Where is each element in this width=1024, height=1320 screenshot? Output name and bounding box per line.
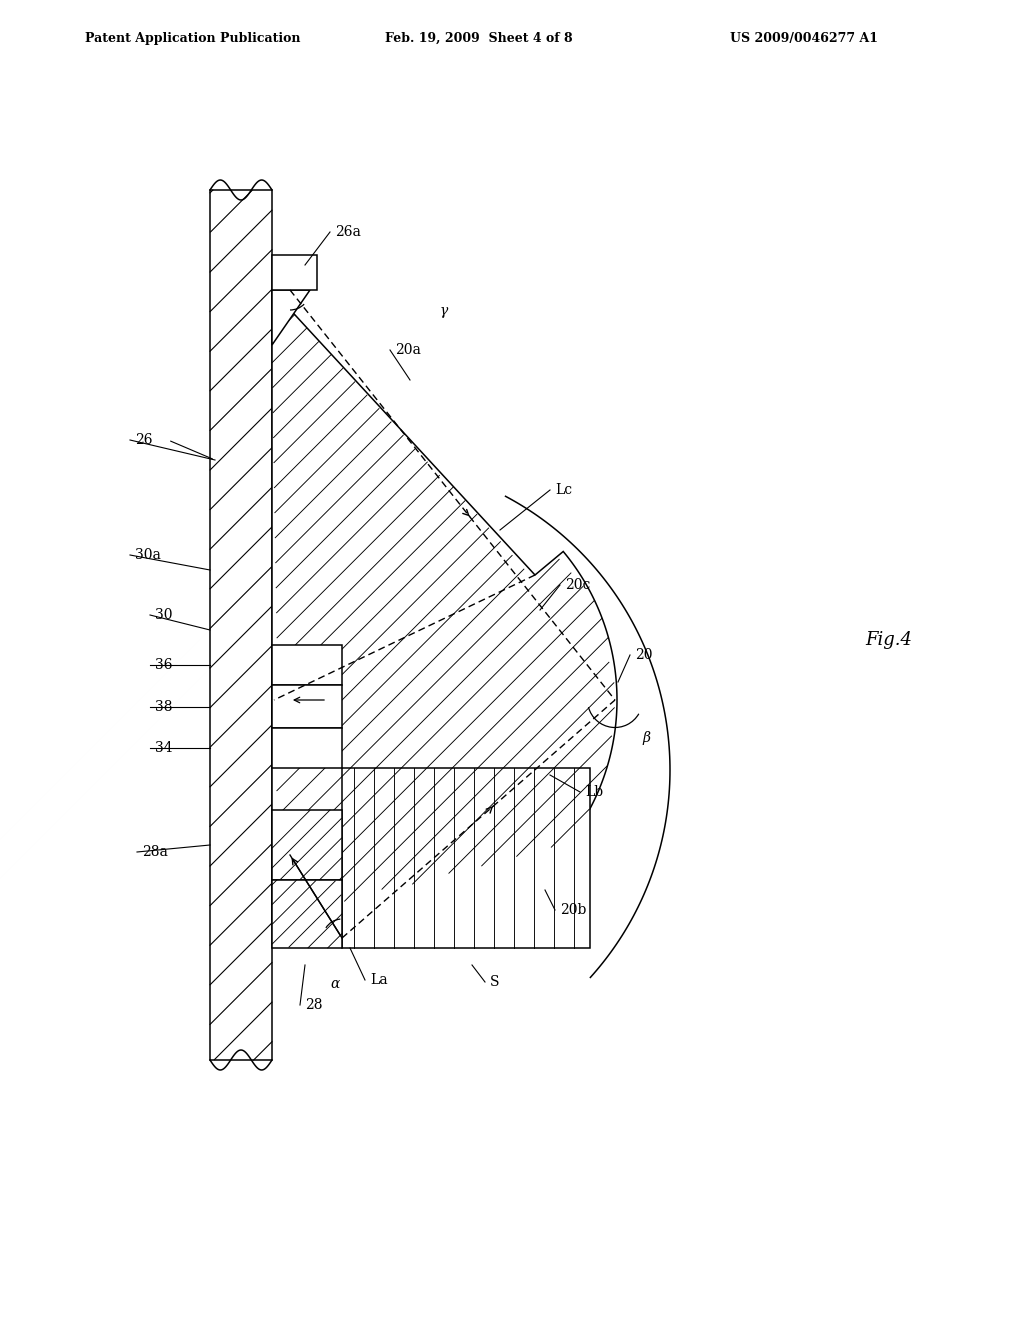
Bar (272, 255, 317, 290)
Text: β: β (642, 731, 650, 744)
Bar (272, 682, 327, 718)
Text: 28a: 28a (142, 845, 168, 859)
Text: 20a: 20a (395, 343, 421, 356)
Text: 38: 38 (155, 700, 172, 714)
Text: α: α (330, 977, 339, 991)
Text: S: S (490, 975, 500, 989)
Text: 20: 20 (635, 648, 652, 663)
Text: 20c: 20c (565, 578, 591, 591)
Polygon shape (272, 290, 310, 345)
Bar (272, 810, 342, 880)
Text: Feb. 19, 2009  Sheet 4 of 8: Feb. 19, 2009 Sheet 4 of 8 (385, 32, 572, 45)
Text: 26: 26 (135, 433, 153, 447)
Bar (342, 768, 590, 948)
Bar (272, 880, 342, 948)
Text: 30a: 30a (135, 548, 161, 562)
Bar (210, 190, 272, 1060)
Bar (272, 729, 342, 768)
Text: Lc: Lc (555, 483, 572, 498)
Text: La: La (370, 973, 388, 987)
Text: 30: 30 (155, 609, 172, 622)
Text: US 2009/0046277 A1: US 2009/0046277 A1 (730, 32, 878, 45)
Polygon shape (272, 290, 617, 920)
Text: Patent Application Publication: Patent Application Publication (85, 32, 300, 45)
Text: 28: 28 (305, 998, 323, 1012)
Text: 36: 36 (155, 657, 172, 672)
Bar (272, 645, 342, 685)
Text: 26a: 26a (335, 224, 360, 239)
Text: 20b: 20b (560, 903, 587, 917)
Text: γ: γ (440, 304, 449, 318)
Text: Fig.4: Fig.4 (865, 631, 912, 649)
Text: Lb: Lb (585, 785, 603, 799)
Text: 34: 34 (155, 741, 173, 755)
Bar (272, 685, 342, 729)
